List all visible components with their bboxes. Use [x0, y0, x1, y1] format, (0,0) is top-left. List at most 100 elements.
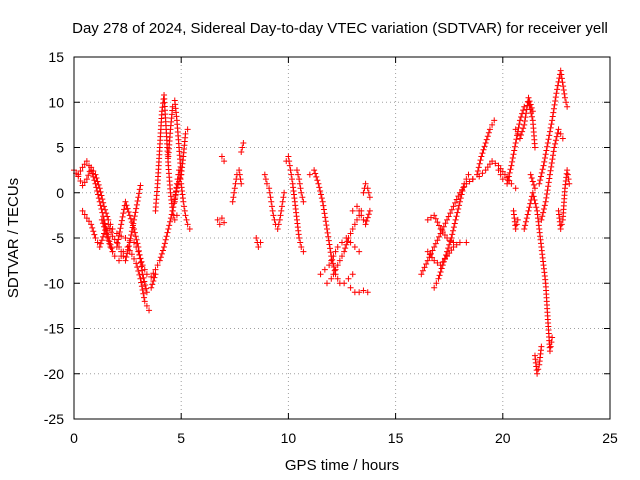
data-point	[545, 136, 552, 143]
data-point	[318, 195, 325, 202]
data-point	[442, 251, 449, 258]
data-point	[506, 169, 513, 176]
data-point	[102, 227, 109, 234]
data-point	[545, 183, 552, 190]
series-s32	[538, 126, 566, 223]
data-point	[446, 241, 453, 248]
data-point	[426, 251, 433, 258]
data-point	[444, 235, 451, 241]
data-point	[457, 195, 464, 202]
data-point	[263, 180, 270, 187]
x-axis-label: GPS time / hours	[285, 457, 399, 474]
y-tick-label: -15	[44, 321, 64, 337]
data-point	[96, 198, 103, 205]
data-point	[100, 213, 107, 220]
data-point	[98, 216, 105, 223]
data-point	[537, 173, 544, 180]
data-point	[362, 180, 369, 187]
data-point	[513, 136, 520, 143]
data-point	[489, 121, 496, 128]
data-point	[535, 366, 542, 373]
data-point	[122, 235, 129, 241]
y-tick-label: -10	[44, 275, 64, 291]
data-point	[299, 194, 306, 201]
data-point	[141, 266, 148, 273]
y-tick-label: 0	[56, 185, 64, 201]
data-point	[315, 180, 322, 187]
data-point	[345, 235, 352, 241]
data-point	[116, 244, 123, 251]
data-point	[221, 219, 228, 226]
data-point	[504, 177, 511, 184]
data-point	[557, 67, 564, 74]
data-point	[447, 237, 454, 244]
data-point	[159, 247, 166, 254]
data-point	[286, 158, 293, 165]
data-point	[549, 117, 556, 124]
data-point	[286, 162, 293, 169]
data-point	[328, 257, 335, 264]
data-point	[92, 180, 99, 187]
data-point	[180, 198, 187, 205]
data-point	[167, 215, 174, 222]
data-point	[165, 225, 172, 232]
data-point	[528, 104, 535, 111]
data-point	[531, 144, 538, 151]
data-point	[214, 216, 221, 223]
data-point	[489, 158, 496, 165]
data-point	[431, 284, 438, 291]
data-point	[540, 162, 547, 169]
data-point	[182, 130, 189, 137]
data-point	[541, 158, 548, 165]
data-point	[347, 239, 354, 246]
data-point	[522, 114, 529, 121]
series-s33	[555, 167, 573, 232]
data-point	[257, 239, 264, 246]
data-point	[231, 185, 238, 192]
data-point	[512, 185, 519, 192]
data-point	[229, 198, 236, 205]
data-point	[311, 167, 318, 174]
data-point	[151, 274, 158, 281]
data-point	[541, 155, 548, 162]
series-s28	[512, 94, 536, 142]
data-point	[239, 144, 246, 151]
data-point	[126, 247, 133, 254]
data-point	[450, 227, 457, 234]
data-point	[545, 179, 552, 186]
data-point	[445, 213, 452, 220]
data-point	[520, 107, 527, 114]
data-point	[325, 233, 332, 240]
data-point	[546, 171, 553, 178]
data-point	[465, 171, 472, 178]
data-point	[557, 225, 564, 232]
data-point	[138, 263, 145, 270]
data-point	[326, 241, 333, 248]
x-tick-label: 5	[177, 430, 185, 446]
data-point	[162, 236, 169, 243]
data-point	[518, 132, 525, 139]
data-point	[552, 140, 559, 147]
data-point	[514, 130, 521, 137]
data-point	[266, 185, 273, 192]
data-point	[328, 275, 335, 282]
data-point	[114, 240, 121, 247]
data-point	[140, 274, 147, 281]
data-point	[118, 217, 125, 224]
data-point	[141, 298, 148, 305]
data-point	[297, 185, 304, 192]
data-point	[421, 264, 428, 271]
data-point	[527, 200, 534, 207]
data-point	[492, 160, 499, 167]
data-point	[516, 117, 523, 124]
data-point	[298, 244, 305, 251]
data-point	[133, 260, 140, 267]
data-point	[140, 290, 147, 297]
data-point	[436, 233, 443, 240]
data-point	[95, 195, 102, 202]
data-point	[300, 198, 307, 205]
data-point	[436, 222, 443, 229]
data-point	[149, 281, 156, 288]
data-point	[566, 180, 573, 187]
data-point	[530, 181, 537, 188]
